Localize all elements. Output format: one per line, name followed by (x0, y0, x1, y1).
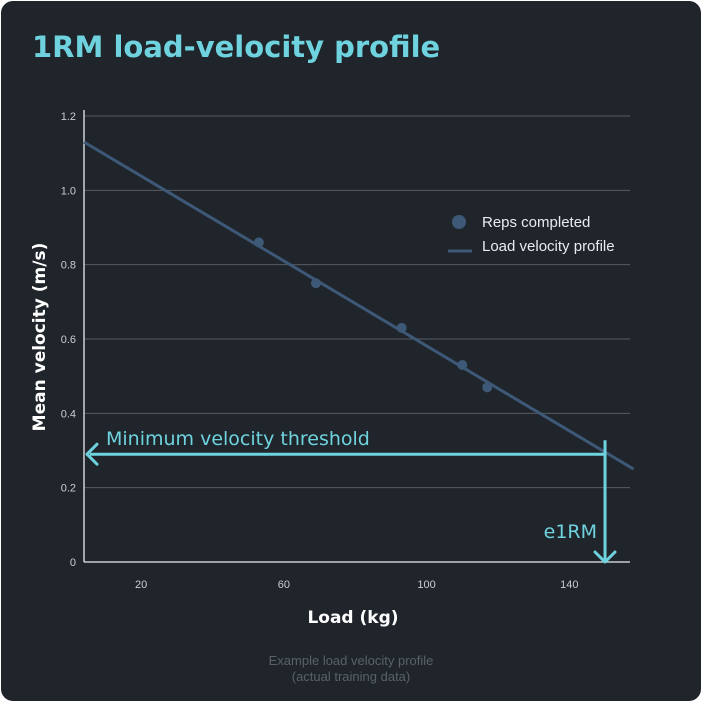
y-tick-label: 1.0 (61, 185, 76, 197)
y-tick-label: 0 (70, 557, 76, 569)
series-group (83, 140, 635, 471)
annotations-group: Minimum velocity threshold e1RM (85, 428, 617, 564)
y-tick-label: 0.4 (61, 408, 76, 420)
y-tick-label: 1.2 (61, 111, 76, 123)
caption-line-2: (actual training data) (291, 669, 411, 684)
x-tick-label: 100 (417, 579, 435, 591)
x-tick-label: 140 (560, 579, 578, 591)
page-title: 1RM load-velocity profile (32, 30, 441, 64)
y-tick-labels: 0 0.2 0.4 0.6 0.8 1.0 1.2 (61, 111, 76, 569)
x-tick-labels: 20 60 100 140 (135, 579, 579, 591)
chart-caption: Example load velocity profile (actual tr… (0, 653, 702, 685)
legend-label: Load velocity profile (482, 238, 615, 255)
trend-line (83, 140, 635, 471)
caption-line-1: Example load velocity profile (268, 653, 434, 668)
y-tick-label: 0.6 (61, 334, 76, 346)
legend-swatch-dot (452, 215, 466, 229)
x-axis-label: Load (kg) (307, 608, 398, 628)
threshold-label: Minimum velocity threshold (106, 428, 370, 450)
y-tick-label: 0.2 (61, 483, 76, 495)
legend: Reps completed Load velocity profile (448, 214, 615, 255)
e1rm-arrow-head (593, 550, 617, 564)
grid-lines (84, 115, 630, 489)
x-tick-label: 20 (135, 579, 147, 591)
e1rm-label: e1RM (544, 521, 597, 543)
x-tick-label: 60 (278, 579, 290, 591)
y-tick-label: 0.8 (61, 260, 76, 272)
threshold-arrow-head (85, 442, 99, 466)
axes (83, 110, 630, 563)
legend-label: Reps completed (482, 214, 590, 231)
y-axis-label: Mean velocity (m/s) (30, 243, 50, 432)
